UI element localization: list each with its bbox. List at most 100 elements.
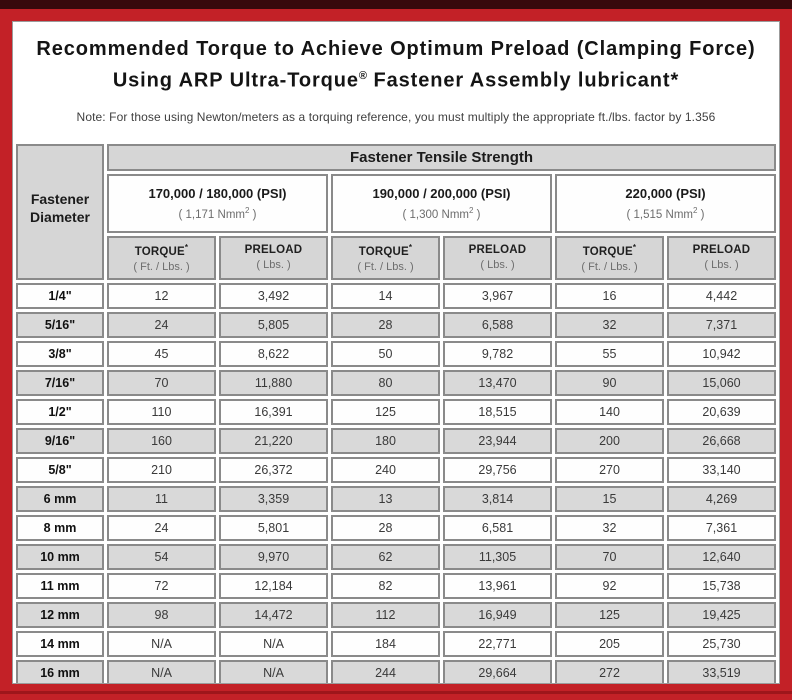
- header-row-psi: 170,000 / 180,000 (PSI) ( 1,171 Nmm2 ) 1…: [16, 173, 776, 233]
- table-row: 3/8" 45 8,622 50 9,782 55 10,942: [16, 340, 776, 367]
- diameter-cell: 16 mm: [16, 659, 104, 683]
- diameter-cell: 9/16": [16, 427, 104, 454]
- torque-value-cell: 13: [331, 485, 440, 512]
- preload-value-cell: 25,730: [667, 630, 776, 657]
- torque-value-cell: 240: [331, 456, 440, 483]
- table-row: 10 mm 54 9,970 62 11,305 70 12,640: [16, 543, 776, 570]
- preload-value-cell: 29,756: [443, 456, 552, 483]
- diameter-cell: 5/16": [16, 311, 104, 338]
- diameter-cell: 7/16": [16, 369, 104, 396]
- torque-value-cell: 50: [331, 340, 440, 367]
- torque-value-cell: 184: [331, 630, 440, 657]
- diameter-cell: 3/8": [16, 340, 104, 367]
- preload-value-cell: 23,944: [443, 427, 552, 454]
- torque-value-cell: 54: [107, 543, 216, 570]
- preload-value-cell: 33,140: [667, 456, 776, 483]
- preload-value-cell: 3,967: [443, 282, 552, 309]
- torque-value-cell: 160: [107, 427, 216, 454]
- page-title-line1: Recommended Torque to Achieve Optimum Pr…: [36, 38, 756, 60]
- torque-value-cell: 110: [107, 398, 216, 425]
- torque-value-cell: 70: [107, 369, 216, 396]
- preload-value-cell: 3,359: [219, 485, 328, 512]
- torque-value-cell: 270: [555, 456, 664, 483]
- preload-subheader-3: PRELOAD ( Lbs. ): [667, 235, 776, 280]
- psi-group-220: 220,000 (PSI) ( 1,515 Nmm2 ): [555, 173, 776, 233]
- torque-value-cell: 70: [555, 543, 664, 570]
- diameter-cell: 6 mm: [16, 485, 104, 512]
- torque-value-cell: 24: [107, 514, 216, 541]
- psi-label: 170,000 / 180,000 (PSI): [148, 185, 287, 201]
- preload-value-cell: 6,588: [443, 311, 552, 338]
- torque-subheader-2: TORQUE* ( Ft. / Lbs. ): [331, 235, 440, 280]
- preload-value-cell: 16,949: [443, 601, 552, 628]
- torque-value-cell: 12: [107, 282, 216, 309]
- torque-value-cell: 62: [331, 543, 440, 570]
- diameter-cell: 10 mm: [16, 543, 104, 570]
- torque-value-cell: 72: [107, 572, 216, 599]
- diameter-cell: 12 mm: [16, 601, 104, 628]
- nmm-label: ( 1,171 Nmm2 ): [178, 205, 257, 221]
- table-row: 11 mm 72 12,184 82 13,961 92 15,738: [16, 572, 776, 599]
- preload-value-cell: 33,519: [667, 659, 776, 683]
- diameter-cell: 8 mm: [16, 514, 104, 541]
- torque-value-cell: 32: [555, 311, 664, 338]
- table-row: 9/16" 160 21,220 180 23,944 200 26,668: [16, 427, 776, 454]
- torque-value-cell: 125: [555, 601, 664, 628]
- table-row: 1/2" 110 16,391 125 18,515 140 20,639: [16, 398, 776, 425]
- torque-value-cell: 82: [331, 572, 440, 599]
- preload-value-cell: 19,425: [667, 601, 776, 628]
- table-row: 6 mm 11 3,359 13 3,814 15 4,269: [16, 485, 776, 512]
- torque-value-cell: 210: [107, 456, 216, 483]
- preload-value-cell: 8,622: [219, 340, 328, 367]
- table-row: 7/16" 70 11,880 80 13,470 90 15,060: [16, 369, 776, 396]
- torque-value-cell: 45: [107, 340, 216, 367]
- torque-value-cell: 244: [331, 659, 440, 683]
- corner-header-line1: Fastener: [30, 190, 90, 207]
- header-row-subcolumns: TORQUE* ( Ft. / Lbs. ) PRELOAD ( Lbs. ) …: [16, 235, 776, 280]
- preload-value-cell: 14,472: [219, 601, 328, 628]
- preload-value-cell: 11,880: [219, 369, 328, 396]
- torque-value-cell: 15: [555, 485, 664, 512]
- preload-value-cell: 18,515: [443, 398, 552, 425]
- torque-value-cell: 180: [331, 427, 440, 454]
- diameter-cell: 1/2": [16, 398, 104, 425]
- preload-value-cell: 3,814: [443, 485, 552, 512]
- psi-label: 220,000 (PSI): [625, 185, 706, 201]
- preload-value-cell: 7,361: [667, 514, 776, 541]
- table-row: 16 mm N/A N/A 244 29,664 272 33,519: [16, 659, 776, 683]
- torque-value-cell: 28: [331, 514, 440, 541]
- preload-value-cell: 21,220: [219, 427, 328, 454]
- nmm-label: ( 1,515 Nmm2 ): [626, 205, 705, 221]
- table-row: 5/8" 210 26,372 240 29,756 270 33,140: [16, 456, 776, 483]
- psi-label: 190,000 / 200,000 (PSI): [372, 185, 511, 201]
- diameter-cell: 11 mm: [16, 572, 104, 599]
- torque-value-cell: 272: [555, 659, 664, 683]
- preload-subheader-2: PRELOAD ( Lbs. ): [443, 235, 552, 280]
- preload-value-cell: 12,640: [667, 543, 776, 570]
- page-title-line2: Using ARP Ultra-Torque® Fastener Assembl…: [13, 63, 779, 95]
- content-panel: Recommended Torque to Achieve Optimum Pr…: [12, 21, 780, 684]
- torque-subheader-1: TORQUE* ( Ft. / Lbs. ): [107, 235, 216, 280]
- preload-value-cell: 26,372: [219, 456, 328, 483]
- nmm-label: ( 1,300 Nmm2 ): [402, 205, 481, 221]
- preload-value-cell: 15,738: [667, 572, 776, 599]
- torque-value-cell: 92: [555, 572, 664, 599]
- diameter-cell: 1/4": [16, 282, 104, 309]
- note-text: Note: For those using Newton/meters as a…: [76, 109, 716, 124]
- torque-value-cell: 80: [331, 369, 440, 396]
- torque-subheader-3: TORQUE* ( Ft. / Lbs. ): [555, 235, 664, 280]
- torque-value-cell: 14: [331, 282, 440, 309]
- table-row: 1/4" 12 3,492 14 3,967 16 4,442: [16, 282, 776, 309]
- title-block: Recommended Torque to Achieve Optimum Pr…: [13, 22, 779, 124]
- psi-group-190-200: 190,000 / 200,000 (PSI) ( 1,300 Nmm2 ): [331, 173, 552, 233]
- torque-value-cell: 200: [555, 427, 664, 454]
- preload-value-cell: 3,492: [219, 282, 328, 309]
- torque-value-cell: 55: [555, 340, 664, 367]
- torque-value-cell: N/A: [107, 659, 216, 683]
- title-line2-text-b: Fastener Assembly lubricant*: [367, 69, 680, 92]
- preload-value-cell: 6,581: [443, 514, 552, 541]
- top-dark-band: [0, 0, 792, 9]
- preload-value-cell: 9,970: [219, 543, 328, 570]
- torque-value-cell: N/A: [107, 630, 216, 657]
